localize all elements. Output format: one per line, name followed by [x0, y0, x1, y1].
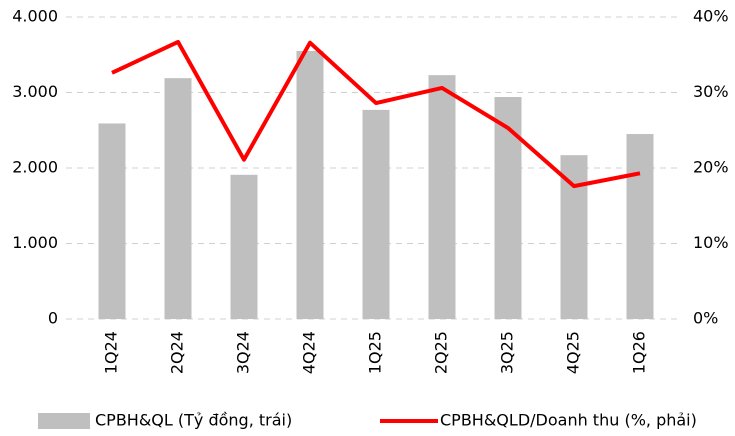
x-tick-label: 3Q24: [234, 331, 253, 374]
bar: [164, 78, 192, 319]
x-tick-label: 4Q25: [564, 331, 583, 374]
legend-swatch: [38, 413, 90, 429]
bar: [296, 50, 324, 319]
x-tick-label: 1Q24: [102, 331, 121, 374]
x-tick-label: 1Q25: [366, 331, 385, 374]
bar: [230, 174, 258, 319]
y-tick-label: 3.000: [12, 82, 58, 101]
bar: [362, 109, 390, 320]
y-tick-label: 0: [48, 309, 58, 328]
bar: [428, 75, 456, 319]
y2-tick-label: 20%: [693, 158, 729, 177]
x-tick-label: 2Q24: [168, 331, 187, 374]
x-tick-label: 3Q25: [498, 331, 517, 374]
y2-tick-label: 0%: [693, 309, 718, 328]
y-tick-label: 1.000: [12, 233, 58, 252]
x-tick-label: 1Q26: [630, 331, 649, 374]
y-tick-label: 2.000: [12, 158, 58, 177]
bar: [626, 134, 654, 319]
x-tick-label: 2Q25: [432, 331, 451, 374]
y2-tick-label: 10%: [693, 233, 729, 252]
legend-label: CPBH&QLD/Doanh thu (%, phải): [440, 411, 697, 430]
x-tick-label: 4Q24: [300, 331, 319, 374]
y2-tick-label: 30%: [693, 82, 729, 101]
y2-tick-label: 40%: [693, 7, 729, 26]
legend-label: CPBH&QL (Tỷ đồng, trái): [95, 411, 292, 430]
line: [111, 39, 641, 189]
y-tick-label: 4.000: [12, 7, 58, 26]
bar: [98, 123, 126, 319]
